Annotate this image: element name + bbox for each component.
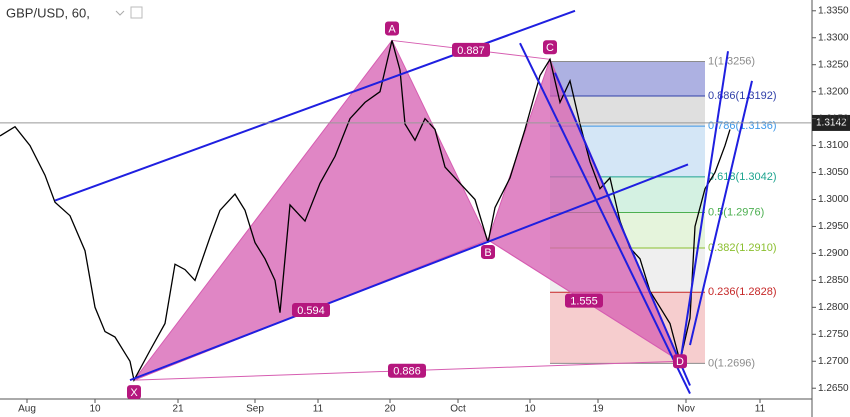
fib-label: 0.5(1.2976)	[708, 206, 764, 218]
point-badge	[385, 21, 399, 36]
fib-band	[550, 61, 705, 96]
y-tick-label: 1.2900	[818, 248, 849, 259]
point-badge	[481, 244, 495, 259]
ratio-badge	[388, 363, 426, 378]
x-tick-label: 10	[524, 404, 536, 415]
trend-line	[54, 9, 576, 202]
y-tick-label: 1.3200	[818, 86, 849, 97]
x-tick-label: 11	[755, 404, 766, 415]
point-badge	[673, 354, 687, 369]
trend-line	[129, 163, 689, 382]
chart-title: GBP/USD, 60,	[6, 5, 90, 20]
x-tick-label: 19	[592, 404, 604, 415]
fib-label: 1(1.3256)	[708, 55, 755, 67]
y-tick-label: 1.3250	[818, 59, 849, 70]
trend-line	[554, 72, 691, 386]
x-tick-label: Oct	[450, 404, 466, 415]
trend-line	[519, 42, 691, 395]
fib-label: 0.236(1.2828)	[708, 286, 777, 298]
y-tick-label: 1.3150	[818, 113, 849, 124]
x-tick-label: 10	[89, 404, 101, 415]
y-tick-label: 1.3100	[818, 140, 849, 151]
ratio-label: 0.886	[393, 366, 421, 378]
ratio-label: 0.594	[297, 305, 325, 317]
point-badge	[543, 40, 557, 55]
y-tick-label: 1.3350	[818, 5, 849, 16]
point-badge	[127, 385, 141, 400]
x-tick-label: Sep	[246, 404, 264, 415]
y-tick-label: 1.2800	[818, 302, 849, 313]
settings-icon[interactable]	[130, 6, 143, 19]
ratio-badge	[565, 293, 603, 308]
fib-label: 0.618(1.3042)	[708, 171, 777, 183]
dropdown-icon[interactable]	[115, 10, 125, 16]
ratio-label: 0.887	[457, 45, 485, 57]
y-tick-label: 1.2650	[818, 383, 849, 394]
y-tick-label: 1.2850	[818, 275, 849, 286]
point-label: A	[388, 23, 396, 35]
y-tick-label: 1.2950	[818, 221, 849, 232]
y-tick-label: 1.2750	[818, 329, 849, 340]
x-tick-label: 11	[313, 404, 324, 415]
y-tick-label: 1.3300	[818, 32, 849, 43]
fib-label: 0(1.2696)	[708, 357, 755, 369]
fib-label: 0.382(1.2910)	[708, 242, 777, 254]
point-label: X	[130, 387, 138, 399]
x-tick-label: 21	[172, 404, 184, 415]
point-label: D	[676, 356, 684, 368]
ratio-badge	[452, 42, 490, 57]
last-price-badge	[812, 114, 850, 131]
y-tick-label: 1.3000	[818, 194, 849, 205]
x-tick-label: 20	[384, 404, 396, 415]
fib-label: 0.886(1.3192)	[708, 90, 777, 102]
point-label: B	[484, 247, 491, 259]
y-tick-label: 1.3050	[818, 167, 849, 178]
point-label: C	[546, 42, 554, 54]
ratio-badge	[292, 303, 330, 318]
y-tick-label: 1.2700	[818, 356, 849, 367]
ratio-label: 1.555	[570, 296, 598, 308]
x-tick-label: Aug	[18, 404, 36, 415]
x-tick-label: Nov	[677, 404, 695, 415]
plot-layer: 1(1.3256)0.886(1.3192)0.786(1.3136)0.618…	[0, 9, 812, 400]
trend-line	[689, 80, 753, 346]
last-price-label: 1.3142	[816, 118, 847, 129]
trend-line	[679, 51, 729, 365]
